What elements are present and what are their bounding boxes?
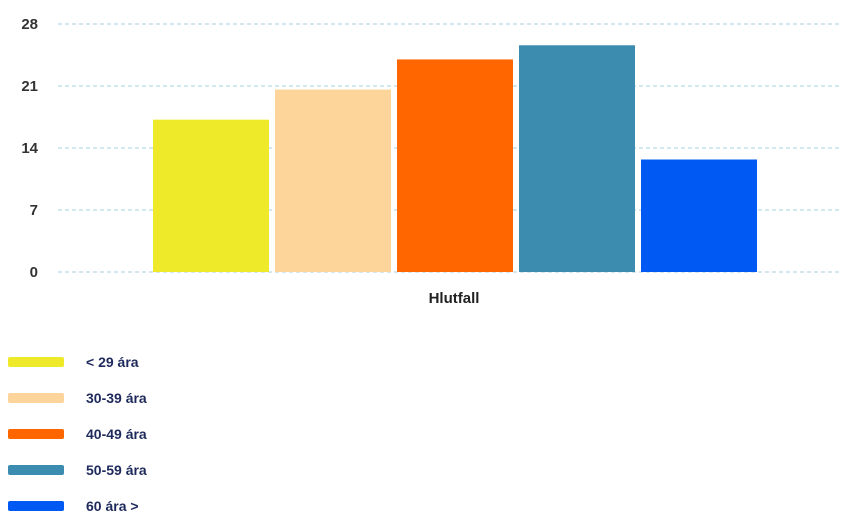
legend-item[interactable]: < 29 ára <box>8 344 147 380</box>
y-tick-label: 0 <box>30 264 38 281</box>
legend-swatch <box>8 501 64 511</box>
bar[interactable] <box>397 59 513 272</box>
legend-item[interactable]: 40-49 ára <box>8 416 147 452</box>
legend: < 29 ára 30-39 ára 40-49 ára 50-59 ára 6… <box>8 344 147 524</box>
x-category-label: Hlutfall <box>429 290 480 307</box>
y-tick-label: 21 <box>21 78 38 95</box>
bar-chart: 0 7 14 21 28 Hlutfall <box>21 16 842 307</box>
legend-label: < 29 ára <box>86 354 139 370</box>
legend-swatch <box>8 357 64 367</box>
y-tick-label: 14 <box>21 140 38 157</box>
y-tick-label: 28 <box>21 16 38 33</box>
y-axis-ticks: 0 7 14 21 28 <box>21 16 38 281</box>
legend-swatch <box>8 393 64 403</box>
legend-item[interactable]: 50-59 ára <box>8 452 147 488</box>
legend-label: 60 ára > <box>86 498 139 514</box>
legend-label: 50-59 ára <box>86 462 147 478</box>
y-tick-label: 7 <box>30 202 38 219</box>
legend-label: 30-39 ára <box>86 390 147 406</box>
legend-label: 40-49 ára <box>86 426 147 442</box>
legend-item[interactable]: 60 ára > <box>8 488 147 524</box>
bar[interactable] <box>153 119 269 273</box>
legend-item[interactable]: 30-39 ára <box>8 380 147 416</box>
legend-swatch <box>8 465 64 475</box>
bar[interactable] <box>519 45 635 272</box>
legend-swatch <box>8 429 64 439</box>
bars <box>153 45 757 273</box>
bar[interactable] <box>275 89 391 273</box>
bar[interactable] <box>641 159 757 272</box>
